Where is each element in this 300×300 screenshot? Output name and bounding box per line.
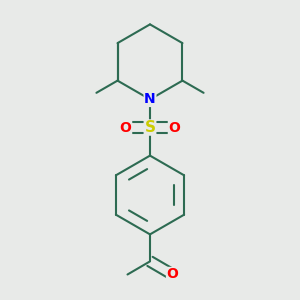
Text: S: S xyxy=(145,120,155,135)
Text: O: O xyxy=(120,121,132,134)
Text: O: O xyxy=(167,268,178,281)
Text: N: N xyxy=(144,92,156,106)
Text: O: O xyxy=(168,121,180,134)
